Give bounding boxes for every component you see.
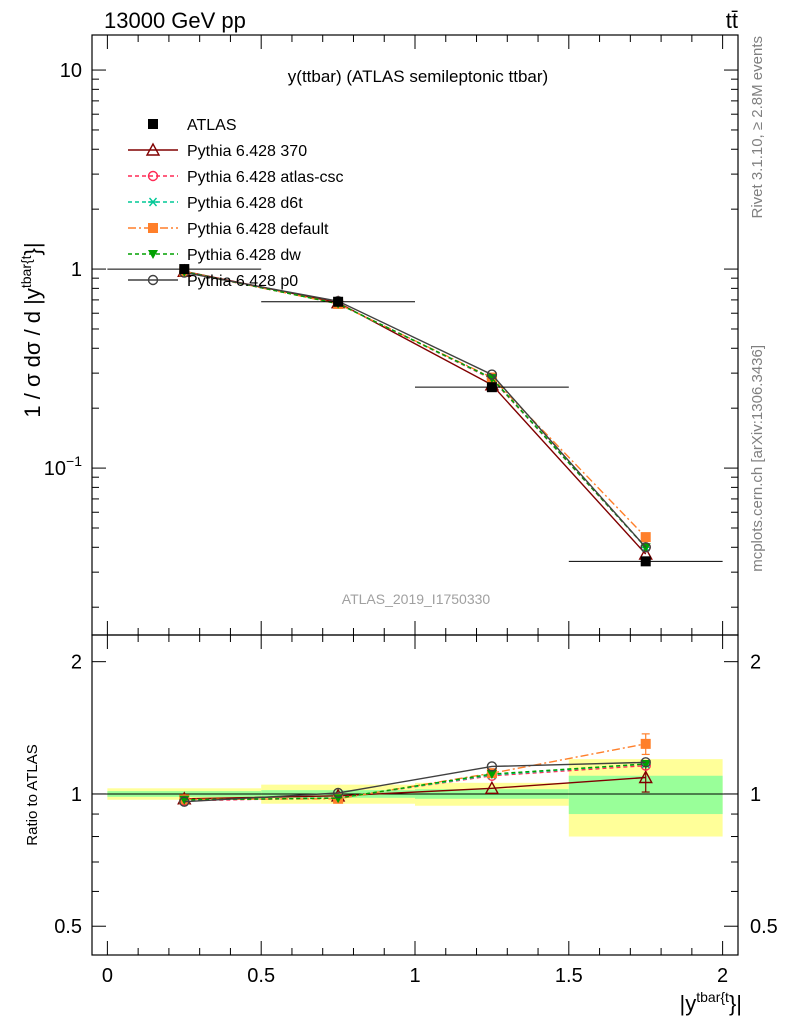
data-point-2	[486, 382, 497, 393]
legend-label-4: Pythia 6.428 default	[187, 221, 329, 238]
header-left: 13000 GeV pp	[104, 8, 246, 33]
legend-marker-1	[145, 142, 161, 156]
main-y-label: 1 / σ dσ / d |ytbar{t}|	[18, 242, 45, 417]
ratio-xtick-label-0: 0	[102, 965, 113, 987]
legend-marker-4	[148, 223, 158, 233]
tick-exp: −1	[66, 453, 82, 469]
ratio-marker-5-1	[332, 787, 344, 799]
main-line-5	[184, 271, 647, 548]
ratio-ytick-label-left-2: 0.5	[54, 916, 82, 938]
x-label-prefix: |y	[680, 991, 697, 1016]
data-point-3	[640, 556, 651, 567]
legend-marker-6	[147, 274, 159, 286]
legend-marker-2	[147, 170, 159, 182]
main-title: y(ttbar) (ATLAS semileptonic ttbar)	[288, 67, 548, 86]
main-line-2	[184, 271, 647, 548]
ratio-xtick-label-2: 1	[409, 965, 420, 987]
legend-marker-3-stroke	[148, 197, 158, 207]
data-point-1	[333, 296, 344, 307]
data-point-0	[179, 264, 190, 275]
ratio-marker-3-3	[640, 738, 651, 749]
main-series-lines	[177, 263, 653, 560]
main-y-label-suffix: }|	[20, 242, 45, 255]
main-line-1	[184, 271, 647, 548]
ratio-marker-0-2	[484, 780, 500, 795]
ratio-ytick-label-right-0: 2	[750, 652, 761, 674]
header-right: tt̄	[726, 8, 738, 33]
ratio-marker-0-3	[638, 770, 653, 784]
ratio-marker-5-3	[640, 757, 651, 768]
legend-marker-0	[148, 119, 158, 129]
main-marker-5-2	[486, 369, 498, 380]
ratio-line-4	[184, 763, 646, 801]
main-line-0	[184, 270, 647, 555]
ratio-marker-4-2	[486, 770, 497, 780]
ratio-y-ticks: 2 2 1 1 0.5 0.5	[54, 652, 778, 939]
main-data-points	[107, 264, 723, 567]
legend-label-1: Pythia 6.428 370	[187, 143, 307, 160]
side-label-bottom: mcplots.cern.ch [arXiv:1306.3436]	[749, 345, 766, 572]
legend: ATLAS Pythia 6.428 370 Pythia 6.428 atlas-…	[128, 117, 344, 290]
legend-label-3: Pythia 6.428 d6t	[187, 195, 303, 212]
x-label-sup: tbar{t	[696, 989, 729, 1005]
ratio-y-label: Ratio to ATLAS	[24, 744, 41, 845]
ratio-xtick-label-1: 0.5	[247, 965, 275, 987]
legend-marker-3	[148, 197, 158, 207]
ratio-series-lines	[177, 733, 653, 807]
x-axis-label: |ytbar{t}|	[680, 989, 742, 1016]
main-line-4	[184, 271, 647, 548]
ratio-ytick-label-right-1: 1	[750, 784, 761, 806]
ratio-ytick-label-left-0: 2	[71, 652, 82, 674]
ratio-ytick-label-right-2: 0.5	[750, 916, 778, 938]
main-y-label-sup: tbar{t	[18, 255, 34, 288]
legend-label-5: Pythia 6.428 dw	[187, 247, 301, 264]
side-label-top: Rivet 3.1.10, ≥ 2.8M events	[749, 36, 766, 219]
ratio-marker-5-2	[486, 761, 498, 772]
tick-base: 10	[44, 458, 66, 480]
ratio-line-5	[184, 761, 646, 803]
legend-marker-5	[148, 250, 158, 259]
main-line-3	[184, 270, 647, 538]
ratio-xtick-label-3: 1.5	[555, 965, 583, 987]
main-marker-5-3	[640, 542, 651, 553]
watermark: ATLAS_2019_I1750330	[342, 591, 491, 607]
main-ytick-label-2: 10−1	[44, 453, 82, 480]
ratio-ytick-label-left-1: 1	[71, 784, 82, 806]
main-ytick-label-0: 10	[60, 60, 82, 82]
legend-label-6: Pythia 6.428 p0	[187, 273, 298, 290]
legend-label-2: Pythia 6.428 atlas-csc	[187, 169, 344, 186]
main-ytick-label-1: 1	[71, 259, 82, 281]
ratio-marker-5-0	[179, 796, 190, 807]
x-label-suffix: }|	[729, 991, 742, 1016]
ratio-x-ticks: 0 0.5 1 1.5 2	[102, 635, 728, 987]
main-y-label-prefix: 1 / σ dσ / d |y	[20, 288, 45, 417]
legend-label-0: ATLAS	[187, 117, 237, 134]
main-marker-4-3	[640, 543, 651, 553]
ratio-xtick-label-4: 2	[717, 965, 728, 987]
main-marker-3-3	[640, 532, 651, 543]
